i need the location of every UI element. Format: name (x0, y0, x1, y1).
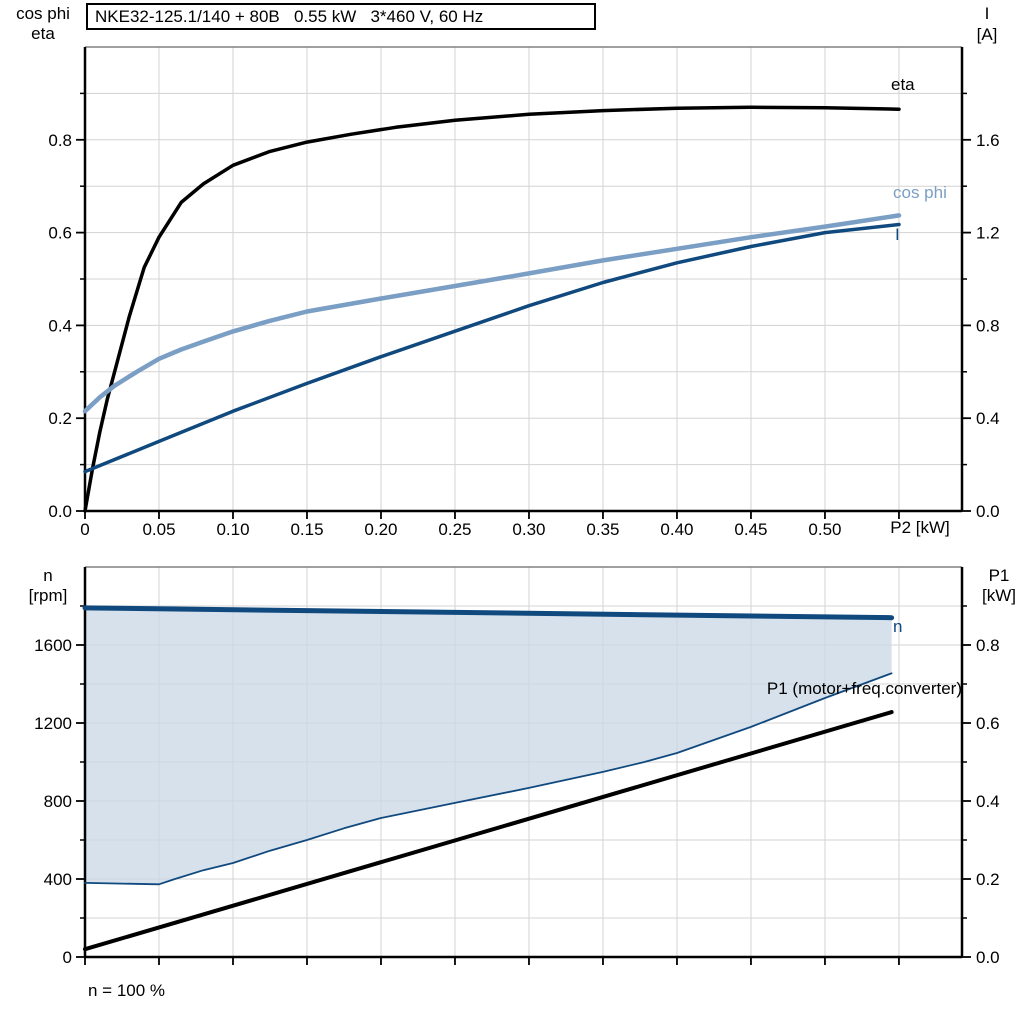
curve-label-p1-motor-freq-converter: P1 (motor+freq.converter) (766, 679, 962, 698)
y-left-tick-label: 0 (63, 948, 72, 967)
y-right-tick-label: 0.4 (976, 792, 1000, 811)
x-tick-label: 0.40 (660, 520, 693, 539)
curve-label-current: I (895, 225, 900, 244)
y-left-tick-label: 1200 (34, 714, 72, 733)
chart-title-box: NKE32-125.1/140 + 80B 0.55 kW 3*460 V, 6… (86, 3, 596, 30)
curve-label-eta: eta (891, 75, 915, 94)
x-tick-label: 0.35 (586, 520, 619, 539)
x-tick-label: 0.20 (364, 520, 397, 539)
y-right-tick-label: 0.8 (976, 316, 1000, 335)
bottom-right-axis-title-kw-unit: [kW] (982, 586, 1016, 605)
bottom-left-axis-title-rpm-unit: [rpm] (28, 586, 68, 605)
top-chart: 0 0.05 0.10 0.15 0.20 0.25 0.30 0.35 0.40 0.45 0.5… (48, 46, 1000, 539)
bottom-right-axis-title-p1: P1 (988, 566, 1010, 585)
p1-curve (83, 710, 894, 952)
eta-curve (83, 105, 901, 513)
bottom-left-axis-title-n: n (43, 566, 53, 585)
x-axis-title-p2: P2 [kW] (890, 518, 950, 537)
x-tick-label: 0.05 (142, 520, 175, 539)
curve-label-n: n (893, 617, 903, 636)
x-tick-label: 0.30 (512, 520, 545, 539)
y-left-tick-label: 0.2 (48, 409, 72, 428)
y-left-tick-label: 400 (44, 870, 72, 889)
y-left-tick-label: 0.8 (48, 131, 72, 150)
x-tick-label: 0.10 (216, 520, 249, 539)
top-right-axis-title-ampere-unit: [A] (976, 25, 998, 44)
y-right-tick-label: 1.6 (976, 131, 1000, 150)
y-left-tick-label: 800 (44, 792, 72, 811)
x-tick-label: 0.45 (734, 520, 767, 539)
y-right-tick-label: 1.2 (976, 224, 1000, 243)
cos-phi-curve (82, 213, 902, 414)
y-right-tick-label: 0.2 (976, 870, 1000, 889)
top-left-axis-title-cos-phi: cos phi (16, 4, 70, 23)
x-tick-label: 0 (80, 520, 89, 539)
y-left-tick-label: 0.6 (48, 224, 72, 243)
y-left-tick-label: 1600 (34, 636, 72, 655)
y-right-tick-label: 0.8 (976, 636, 1000, 655)
x-tick-label: 0.50 (808, 520, 841, 539)
n-curve (82, 605, 895, 621)
curve-label-cos-phi: cos phi (893, 183, 947, 202)
y-right-tick-label: 0.4 (976, 409, 1000, 428)
x-tick-label: 0.25 (438, 520, 471, 539)
speed-operating-area (85, 607, 892, 885)
x-tick-label: 0.15 (290, 520, 323, 539)
y-right-tick-label: 0.0 (976, 948, 1000, 967)
y-left-tick-label: 0.0 (48, 502, 72, 521)
footnote-n-100-percent: n = 100 % (88, 981, 166, 1000)
n-min-curve (84, 672, 893, 886)
top-left-axis-title-eta: eta (31, 24, 55, 43)
y-right-tick-label: 0.0 (976, 502, 1000, 521)
top-right-axis-title-current: I (984, 4, 990, 23)
bottom-chart: 0 400 800 1200 1600 0.0 0.2 0.4 0.6 0.8 (34, 566, 1000, 967)
y-left-tick-label: 0.4 (48, 316, 72, 335)
y-right-tick-label: 0.6 (976, 714, 1000, 733)
i-curve (83, 222, 901, 474)
